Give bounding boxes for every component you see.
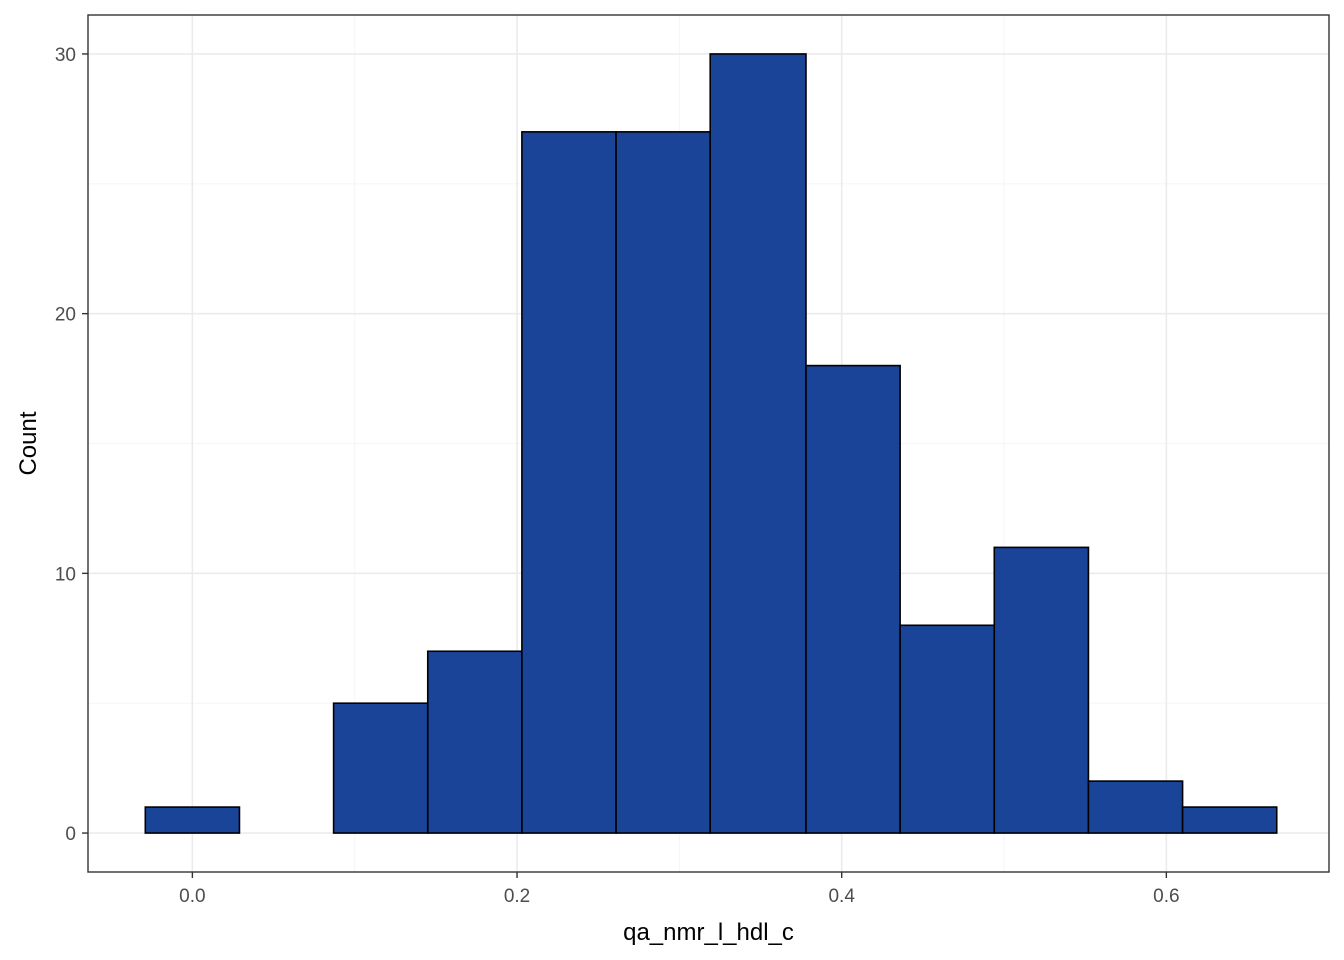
x-tick-label: 0.4	[828, 886, 855, 907]
histogram-bar-4	[521, 131, 617, 834]
y-tick-label: 10	[55, 564, 76, 585]
histogram-bar-11	[1181, 806, 1278, 834]
y-axis-ticks: 0 10 20 30	[55, 45, 88, 845]
histogram-bar-0	[144, 806, 241, 834]
histogram-bar-3	[426, 650, 523, 834]
histogram-bar-9	[993, 546, 1090, 834]
histogram-bar-8	[899, 624, 996, 834]
y-tick-label: 20	[55, 305, 76, 326]
y-tick-label: 30	[55, 45, 76, 66]
x-axis-ticks: 0.0 0.2 0.4 0.6	[179, 872, 1180, 907]
histogram-bar-5	[615, 131, 712, 834]
histogram-bars	[144, 53, 1278, 834]
y-tick-label: 0	[65, 824, 76, 845]
panel-border	[87, 14, 1330, 873]
x-tick-label: 0.6	[1153, 886, 1179, 907]
x-tick-label: 0.2	[504, 886, 530, 907]
x-tick-label: 0.0	[179, 886, 205, 907]
y-axis-title: Count	[15, 411, 42, 475]
histogram-bar-6	[709, 53, 807, 834]
histogram-bar-2	[332, 702, 429, 834]
x-axis-title: qa_nmr_l_hdl_c	[623, 919, 794, 946]
histogram-bar-7	[805, 364, 901, 834]
histogram-bar-10	[1087, 780, 1184, 834]
